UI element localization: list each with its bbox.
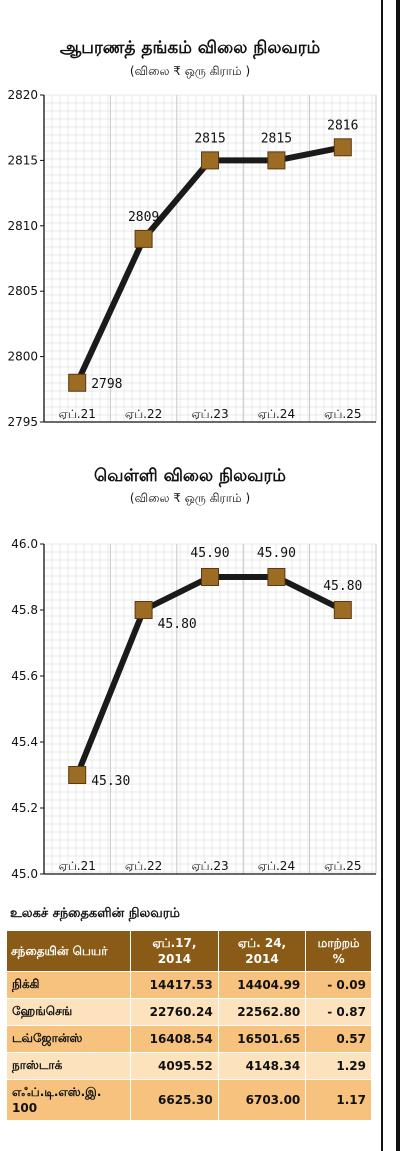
market-table-title: உலகச் சந்தைகளின் நிலவரம்	[10, 906, 180, 921]
data-point-marker	[68, 766, 87, 784]
table-row: நாஸ்டாக் 4095.52 4148.34 1.29	[5, 1052, 372, 1081]
data-label: 2809	[128, 210, 159, 225]
data-label: 2815	[261, 131, 292, 146]
table-row: டவ்ஜோன்ஸ் 16408.54 16501.65 0.57	[5, 1025, 372, 1054]
y-tick-label: 45.8	[11, 603, 38, 617]
value-apr24: 16501.65	[217, 1025, 307, 1054]
silver-price-chart: 45.0 45.2 45.4 45.6 45.8 46.0 ஏப்.21 ஏப்.22 ஏப்.…	[11, 537, 377, 881]
market-name: நிக்கி	[5, 971, 132, 1000]
x-tick-label: ஏப்.24	[258, 859, 295, 873]
column-divider	[381, 0, 383, 1151]
value-change: 1.29	[305, 1052, 372, 1081]
table-header-row: சந்தையின் பெயர் ஏப்.17, 2014 ஏப். 24, 2014…	[5, 929, 372, 973]
y-tick-label: 2820	[7, 88, 38, 102]
series-line	[74, 574, 345, 777]
y-tick-label: 45.6	[11, 669, 38, 683]
data-point-marker	[333, 138, 352, 157]
y-tick-label: 2805	[7, 284, 38, 298]
y-tick-label: 45.0	[11, 867, 38, 881]
data-label: 45.90	[257, 546, 296, 561]
data-label: 2798	[91, 377, 122, 392]
gold-chart-title: ஆபரணத் தங்கம் விலை நிலவரம்	[59, 38, 321, 58]
series-line	[74, 144, 344, 385]
value-apr17: 22760.24	[130, 998, 219, 1027]
world-markets-table: சந்தையின் பெயர் ஏப்.17, 2014 ஏப். 24, 2014…	[5, 929, 372, 1122]
y-tick-label: 2795	[7, 415, 38, 429]
value-apr17: 14417.53	[130, 971, 219, 1000]
data-point-marker	[201, 151, 219, 170]
market-name: டவ்ஜோன்ஸ்	[5, 1025, 132, 1054]
data-point-marker	[333, 601, 352, 619]
value-apr24: 6703.00	[217, 1079, 307, 1122]
x-tick-label: ஏப்.23	[191, 859, 228, 873]
value-apr17: 6625.30	[130, 1079, 219, 1122]
data-label: 2816	[327, 118, 358, 133]
market-name: நாஸ்டாக்	[5, 1052, 132, 1081]
market-name: எஃப்.டி.எஸ்.இ. 100	[5, 1079, 132, 1122]
market-name: ஹேங்செங்	[5, 998, 132, 1027]
x-tick-label: ஏப்.25	[324, 859, 361, 873]
data-point-marker	[267, 151, 286, 170]
x-tick-label: ஏப்.21	[59, 407, 96, 421]
gold-chart-subtitle: (விலை ₹ ஒரு கிராம் )	[129, 64, 251, 78]
value-apr24: 22562.80	[217, 998, 307, 1027]
data-label: 45.30	[91, 774, 130, 789]
y-tick-label: 45.4	[11, 735, 38, 749]
table-row: நிக்கி 14417.53 14404.99 - 0.09	[5, 971, 372, 1000]
value-change: 1.17	[305, 1079, 372, 1122]
y-tick-label: 2815	[7, 153, 38, 167]
silver-chart-subtitle: (விலை ₹ ஒரு கிராம் )	[129, 491, 251, 505]
value-apr24: 4148.34	[217, 1052, 307, 1081]
data-point-marker	[267, 568, 286, 586]
value-apr17: 4095.52	[130, 1052, 219, 1081]
value-change: - 0.87	[305, 998, 372, 1027]
value-change: 0.57	[305, 1025, 372, 1054]
data-label: 45.80	[323, 579, 362, 594]
silver-chart-title: வெள்ளி விலை நிலவரம்	[94, 466, 286, 486]
header-change: மாற்றம்%	[305, 929, 372, 973]
value-change: - 0.09	[305, 971, 372, 1000]
data-point-marker	[134, 601, 153, 619]
y-tick-label: 46.0	[11, 537, 38, 551]
gold-price-chart: 2795 2800 2805 2810 2815 2820 ஏப்.21 ஏப்.22 ஏப்.…	[7, 88, 377, 429]
data-point-marker	[68, 373, 87, 392]
y-tick-label: 45.2	[11, 801, 38, 815]
table-row: எஃப்.டி.எஸ்.இ. 100 6625.30 6703.00 1.17	[5, 1079, 372, 1122]
header-market-name: சந்தையின் பெயர்	[5, 929, 132, 973]
table-row: ஹேங்செங் 22760.24 22562.80 - 0.87	[5, 998, 372, 1027]
page-edge-bar	[396, 0, 400, 1151]
x-tick-label: ஏப்.22	[125, 407, 162, 421]
x-tick-label: ஏப்.21	[59, 859, 96, 873]
data-point-marker	[134, 229, 153, 248]
x-tick-label: ஏப்.22	[125, 859, 162, 873]
grid	[43, 543, 377, 874]
data-label: 45.90	[190, 546, 229, 561]
data-label: 45.80	[158, 617, 197, 632]
header-apr17: ஏப்.17, 2014	[130, 929, 219, 973]
x-tick-label: ஏப்.23	[191, 407, 228, 421]
y-tick-label: 2810	[7, 219, 38, 233]
header-apr24: ஏப். 24, 2014	[217, 929, 307, 973]
y-tick-label: 2800	[7, 350, 38, 364]
value-apr17: 16408.54	[130, 1025, 219, 1054]
data-point-marker	[201, 568, 219, 586]
data-label: 2815	[194, 131, 225, 146]
x-tick-label: ஏப்.25	[324, 407, 361, 421]
x-tick-label: ஏப்.24	[258, 407, 295, 421]
value-apr24: 14404.99	[217, 971, 307, 1000]
